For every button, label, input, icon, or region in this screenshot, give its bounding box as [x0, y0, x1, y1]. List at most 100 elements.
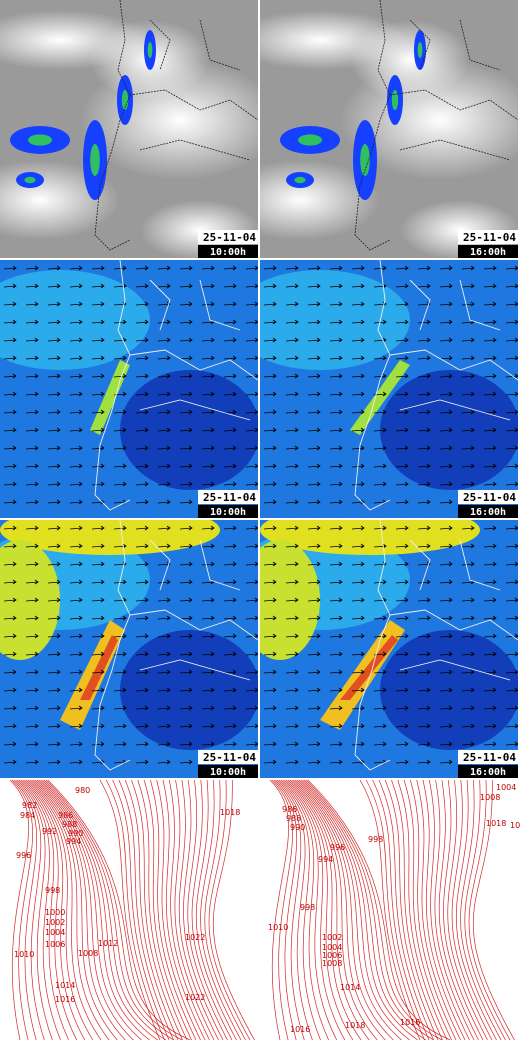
isobar: [40, 779, 237, 1040]
cloud: [350, 20, 470, 100]
isobar-label: 986: [282, 805, 297, 814]
date: 25-11-04: [463, 491, 516, 504]
isobar-label: 1018: [486, 819, 506, 828]
isobar-label: 1016: [290, 1025, 310, 1034]
isobar: [305, 779, 511, 1040]
isobar: [43, 779, 246, 1040]
isobar: [284, 779, 457, 1040]
isobar-label: 1004: [45, 928, 65, 937]
wind-arrows: [0, 260, 258, 518]
isobar-label: 1022: [185, 993, 205, 1002]
isobar: [15, 779, 174, 1040]
isobar-label: 1014: [510, 821, 520, 830]
divider: [258, 0, 260, 1040]
isobar-label: 1008: [480, 793, 500, 802]
date: 25-11-04: [463, 751, 516, 764]
isobar-label: 986: [58, 811, 73, 820]
isobar-label: 1018: [220, 808, 240, 817]
map-panel: 25-11-04 16:00h: [260, 520, 518, 778]
map-panel: 25-11-04 10:00h: [0, 520, 258, 778]
date: 25-11-04: [203, 231, 256, 244]
isobar-label: 982: [22, 801, 37, 810]
isobar-label: 994: [318, 855, 333, 864]
isobar-label: 998: [45, 886, 60, 895]
isobar: [273, 779, 430, 1040]
precip-core: [294, 176, 306, 184]
date: 25-11-04: [203, 751, 256, 764]
isobar: [289, 779, 470, 1040]
isobar: [269, 779, 421, 1040]
map-panel: 25-11-04 16:00h: [260, 260, 518, 518]
isobar: [20, 779, 188, 1040]
date-bg: [458, 750, 518, 764]
isobar-label: 1010: [14, 950, 34, 959]
isobar-label: 1004: [496, 783, 516, 792]
isobar: [307, 779, 515, 1040]
coastline: [94, 520, 258, 771]
date: 25-11-04: [463, 231, 516, 244]
isobar: [25, 779, 201, 1040]
isobar-label: 998: [300, 903, 315, 912]
coastline: [94, 0, 258, 251]
isobar: [18, 779, 183, 1040]
isobar: [285, 779, 461, 1040]
date-bg: [198, 490, 258, 504]
coastline: [354, 260, 518, 511]
isobar: [302, 779, 502, 1040]
isobar-label: 1006: [45, 940, 65, 949]
isobar: [22, 779, 192, 1040]
isobar: [29, 779, 210, 1040]
isobar: [300, 779, 497, 1040]
isobar: [271, 779, 425, 1040]
isobar: [38, 779, 233, 1040]
isobar: [293, 779, 479, 1040]
isobar-label: 990: [290, 823, 305, 832]
isobar-label: 1002: [45, 918, 65, 927]
precip-core: [391, 90, 399, 110]
isobar: [24, 779, 197, 1040]
isobar: [9, 779, 161, 1040]
time-bg: [458, 505, 518, 518]
isobar-label: 984: [20, 811, 35, 820]
isobar-label: 1018: [345, 1021, 365, 1030]
isobar: [276, 779, 439, 1040]
precip-core: [90, 144, 100, 176]
isobar-label: 1016: [400, 1018, 420, 1027]
isobar: [27, 779, 206, 1040]
coastline: [94, 260, 258, 511]
precip-core: [121, 90, 129, 110]
precip-core: [417, 42, 423, 58]
isobar-panel: 1004100810181014986988990994996998998100…: [268, 779, 520, 1040]
date-bg: [198, 230, 258, 244]
coastline: [354, 0, 518, 251]
isobar-label: 996: [16, 851, 31, 860]
precip-core: [24, 176, 36, 184]
isobar-label: 1008: [78, 949, 98, 958]
map-panel: 25-11-04 10:00h: [0, 260, 258, 518]
isobar-label: 1010: [268, 923, 288, 932]
precip-core: [147, 42, 153, 58]
isobar: [13, 779, 170, 1040]
time-bg: [458, 765, 518, 778]
isobar-label: 1002: [322, 933, 342, 942]
isobar-label: 988: [62, 820, 77, 829]
date-bg: [458, 230, 518, 244]
isobar: [47, 779, 255, 1040]
time: 16:00h: [470, 507, 506, 518]
isobar: [45, 779, 251, 1040]
isobar-label: 1008: [322, 959, 342, 968]
isobar: [282, 779, 452, 1040]
time: 10:00h: [210, 767, 246, 778]
isobar: [280, 779, 448, 1040]
time-bg: [458, 245, 518, 258]
date-bg: [458, 490, 518, 504]
time: 16:00h: [470, 247, 506, 258]
precip-core: [28, 134, 52, 146]
map-panel: 25-11-04 10:00h: [0, 0, 258, 258]
isobar: [36, 779, 228, 1040]
time-bg: [198, 765, 258, 778]
coastline: [354, 520, 518, 771]
